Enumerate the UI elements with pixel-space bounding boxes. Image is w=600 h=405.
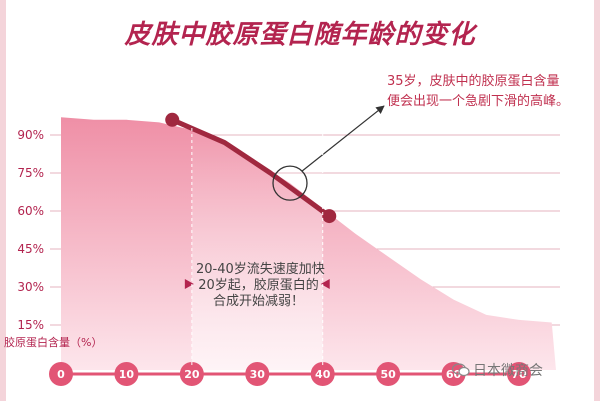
decline-line [169,117,332,219]
x-tick-marker [441,362,466,386]
x-tick-label: 0 [57,368,65,381]
x-tick-marker [245,362,270,386]
peak-annotation: 35岁，皮肤中的胶原蛋白含量 便会出现一个急剧下滑的高峰。 [387,72,587,112]
x-tick-marker [310,362,335,386]
x-tick-label: 70 [511,368,527,381]
range-arrow-right [320,279,330,289]
x-tick-marker [114,362,139,386]
x-tick-label: 50 [380,368,396,381]
y-tick-label: 30% [17,280,44,294]
right-frame-edge [594,0,600,401]
watermark: 日本微商会 [452,360,592,380]
left-frame-edge [0,0,6,401]
range-annotation-line-2: 20岁起，胶原蛋白的 [198,278,319,293]
y-tick-label: 15% [17,318,44,332]
y-axis-title-text: 胶原蛋白含量（%） [4,336,103,349]
x-tick-marker [49,362,73,386]
wechat-icon [452,363,470,377]
chart-title: 皮肤中胶原蛋白随年龄的变化 [124,20,476,50]
highlight-band [191,110,323,370]
y-axis-title: 胶原蛋白含量（%） [4,336,103,349]
focus-circle [272,165,308,201]
x-tick-label: 20 [184,368,200,381]
x-tick-marker [376,362,401,386]
peak-arrow [301,105,385,172]
range-annotation-line-1: 20-40岁流失速度加快 [196,262,325,277]
x-tick-marker [507,362,531,386]
y-tick-label: 90% [17,128,44,142]
decline-end-point [322,209,337,224]
decline-start-point [165,112,180,127]
x-tick-label: 10 [119,368,135,381]
x-tick-marker [179,362,204,386]
range-arrow-left [184,279,194,289]
watermark-text: 日本微商会 [473,363,543,379]
range-annotation-line-3: 合成开始减弱！ [212,294,304,309]
y-tick-label: 60% [17,204,44,218]
x-tick-label: 60 [446,368,462,381]
range-annotation: 20-40岁流失速度加快 20岁起，胶原蛋白的 合成开始减弱！ [196,262,325,310]
x-tick-label: 30 [250,368,266,381]
y-tick-label: 75% [17,166,44,180]
peak-annotation-line-2: 便会出现一个急剧下滑的高峰。 [387,94,570,109]
peak-annotation-line-1: 35岁，皮肤中的胶原蛋白含量 [387,74,560,89]
y-tick-label: 45% [17,242,44,256]
x-tick-label: 40 [315,368,331,381]
